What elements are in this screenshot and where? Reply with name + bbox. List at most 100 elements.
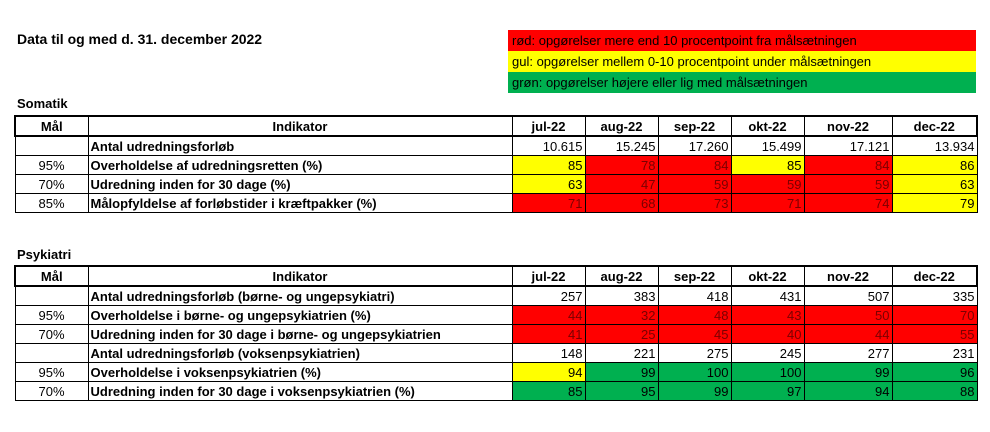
header-month: sep-22: [657, 115, 732, 137]
indicator-cell: Antal udredningsforløb (børne- og ungeps…: [87, 285, 513, 306]
value-cell: 17.121: [803, 135, 893, 156]
value-cell: 71: [730, 193, 805, 213]
value-cell: 70: [891, 305, 978, 325]
goal-cell: [14, 285, 89, 306]
value-cell: 78: [584, 155, 659, 175]
indicator-cell: Udredning inden for 30 dage i voksenpsyk…: [87, 381, 513, 401]
value-cell: 245: [730, 343, 805, 363]
value-cell: 99: [657, 381, 732, 401]
value-cell: 148: [511, 343, 586, 363]
value-cell: 55: [891, 324, 978, 344]
goal-cell: 95%: [14, 155, 89, 175]
table-row: Antal udredningsforløb (voksenpsykiatrie…: [14, 343, 978, 363]
indicator-cell: Antal udredningsforløb (voksenpsykiatrie…: [87, 343, 513, 363]
value-cell: 95: [584, 381, 659, 401]
table-header-row: Mål Indikator jul-22 aug-22 sep-22 okt-2…: [14, 265, 978, 287]
value-cell: 85: [511, 155, 586, 175]
value-cell: 85: [730, 155, 805, 175]
value-cell: 45: [657, 324, 732, 344]
value-cell: 40: [730, 324, 805, 344]
table-psykiatri: Mål Indikator jul-22 aug-22 sep-22 okt-2…: [14, 265, 978, 401]
legend-yellow: gul: opgørelser mellem 0-10 procentpoint…: [508, 51, 976, 72]
value-cell: 84: [803, 155, 893, 175]
goal-cell: 95%: [14, 305, 89, 325]
header-month: jul-22: [511, 115, 586, 137]
value-cell: 48: [657, 305, 732, 325]
table-row: 70% Udredning inden for 30 dage (%) 63 47 59…: [14, 174, 978, 194]
value-cell: 94: [511, 362, 586, 382]
goal-cell: [14, 135, 89, 156]
legend-red: rød: opgørelser mere end 10 procentpoint…: [508, 30, 976, 51]
table-header-row: Mål Indikator jul-22 aug-22 sep-22 okt-2…: [14, 115, 978, 137]
value-cell: 99: [584, 362, 659, 382]
indicator-cell: Målopfyldelse af forløbstider i kræftpak…: [87, 193, 513, 213]
value-cell: 63: [511, 174, 586, 194]
indicator-cell: Antal udredningsforløb: [87, 135, 513, 156]
value-cell: 73: [657, 193, 732, 213]
value-cell: 15.245: [584, 135, 659, 156]
goal-cell: [14, 343, 89, 363]
header-month: nov-22: [803, 115, 893, 137]
value-cell: 79: [891, 193, 978, 213]
value-cell: 43: [730, 305, 805, 325]
report-title: Data til og med d. 31. december 2022: [17, 31, 263, 47]
value-cell: 15.499: [730, 135, 805, 156]
goal-cell: 95%: [14, 362, 89, 382]
table-row: 70% Udredning inden for 30 dage i voksenp…: [14, 381, 978, 401]
section-title-somatik: Somatik: [17, 96, 68, 111]
header-month: sep-22: [657, 265, 732, 287]
goal-cell: 70%: [14, 324, 89, 344]
value-cell: 41: [511, 324, 586, 344]
table-row: 95% Overholdelse i børne- og ungepsykiatr…: [14, 305, 978, 325]
goal-cell: 85%: [14, 193, 89, 213]
table-row: Antal udredningsforløb (børne- og ungeps…: [14, 285, 978, 306]
value-cell: 335: [891, 285, 978, 306]
value-cell: 74: [803, 193, 893, 213]
table-row: 70% Udredning inden for 30 dage i børne- …: [14, 324, 978, 344]
value-cell: 71: [511, 193, 586, 213]
value-cell: 63: [891, 174, 978, 194]
value-cell: 59: [657, 174, 732, 194]
header-month: dec-22: [891, 115, 978, 137]
value-cell: 94: [803, 381, 893, 401]
section-title-psykiatri: Psykiatri: [17, 247, 72, 262]
value-cell: 99: [803, 362, 893, 382]
value-cell: 84: [657, 155, 732, 175]
value-cell: 68: [584, 193, 659, 213]
table-row: 95% Overholdelse af udredningsretten (%) 8…: [14, 155, 978, 175]
header-goal: Mål: [14, 115, 89, 137]
value-cell: 100: [730, 362, 805, 382]
value-cell: 50: [803, 305, 893, 325]
value-cell: 275: [657, 343, 732, 363]
value-cell: 100: [657, 362, 732, 382]
value-cell: 17.260: [657, 135, 732, 156]
header-indicator: Indikator: [87, 265, 513, 287]
legend-green: grøn: opgørelser højere eller lig med må…: [508, 72, 976, 93]
value-cell: 44: [511, 305, 586, 325]
color-legend: rød: opgørelser mere end 10 procentpoint…: [508, 30, 976, 93]
value-cell: 25: [584, 324, 659, 344]
table-row: Antal udredningsforløb 10.615 15.245 17.260…: [14, 135, 978, 156]
value-cell: 231: [891, 343, 978, 363]
header-month: jul-22: [511, 265, 586, 287]
table-row: 95% Overholdelse i voksenpsykiatrien (%) 9…: [14, 362, 978, 382]
header-indicator: Indikator: [87, 115, 513, 137]
goal-cell: 70%: [14, 174, 89, 194]
value-cell: 431: [730, 285, 805, 306]
indicator-cell: Overholdelse i voksenpsykiatrien (%): [87, 362, 513, 382]
table-somatik: Mål Indikator jul-22 aug-22 sep-22 okt-2…: [14, 115, 978, 213]
value-cell: 221: [584, 343, 659, 363]
table-row: 85% Målopfyldelse af forløbstider i kræft…: [14, 193, 978, 213]
indicator-cell: Udredning inden for 30 dage (%): [87, 174, 513, 194]
value-cell: 88: [891, 381, 978, 401]
header-month: aug-22: [584, 115, 659, 137]
value-cell: 86: [891, 155, 978, 175]
value-cell: 257: [511, 285, 586, 306]
indicator-cell: Udredning inden for 30 dage i børne- og …: [87, 324, 513, 344]
indicator-cell: Overholdelse i børne- og ungepsykiatrien…: [87, 305, 513, 325]
value-cell: 13.934: [891, 135, 978, 156]
header-month: okt-22: [730, 265, 805, 287]
goal-cell: 70%: [14, 381, 89, 401]
value-cell: 418: [657, 285, 732, 306]
value-cell: 10.615: [511, 135, 586, 156]
